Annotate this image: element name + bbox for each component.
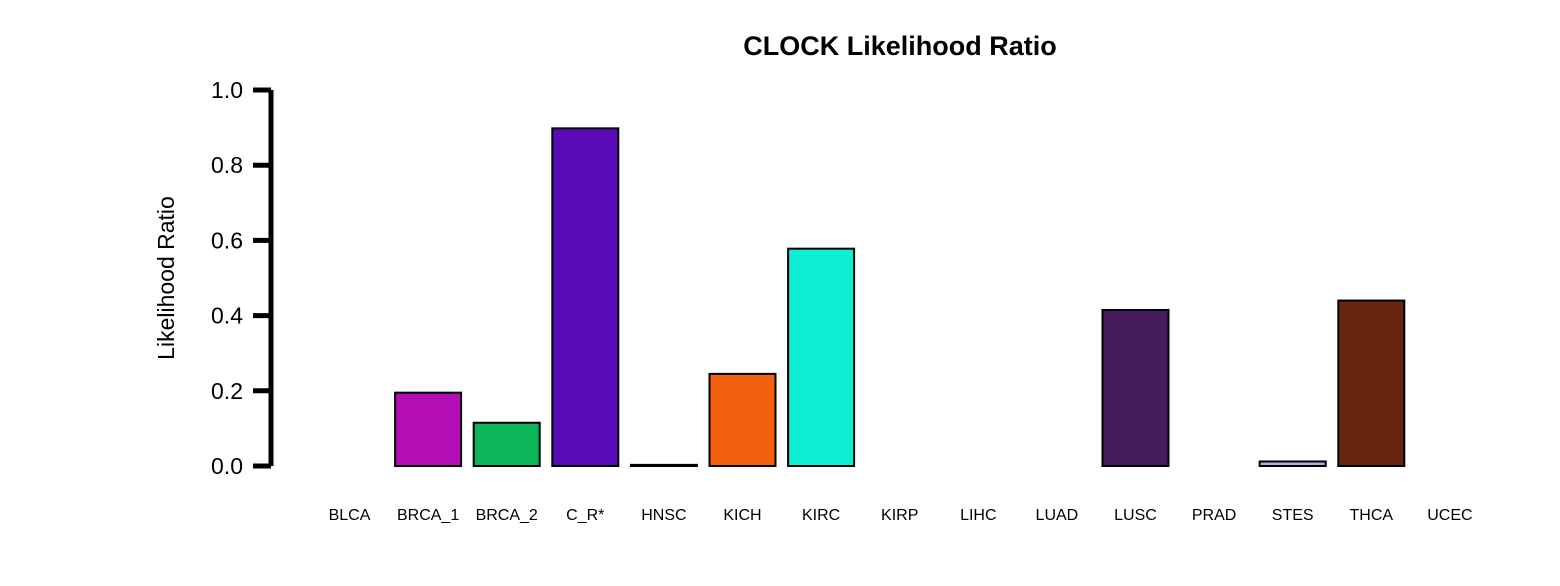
chart-title: CLOCK Likelihood Ratio	[743, 31, 1057, 61]
bar-thca	[1337, 299, 1406, 467]
x-tick-label: THCA	[1350, 507, 1394, 524]
bar-lusc	[1101, 308, 1170, 467]
x-tick-label: C_R*	[566, 507, 604, 524]
bar-c-r	[551, 127, 620, 468]
x-tick-label: BRCA_2	[476, 507, 538, 524]
x-tick-label: HNSC	[641, 507, 686, 524]
x-tick-label: KIRP	[881, 507, 918, 524]
x-tick-label: UCEC	[1427, 507, 1472, 524]
bar-hnsc	[629, 463, 698, 468]
y-axis: 0.0 0.2 0.4 0.6 0.8 1.0	[211, 77, 274, 479]
bars-group	[394, 127, 1406, 468]
category-labels: BLCA BRCA_1 BRCA_2 C_R* HNSC KICH KIRC KIRP LIHC…	[329, 507, 1473, 524]
x-tick-label: LUAD	[1036, 507, 1079, 524]
x-tick-label: LUSC	[1114, 507, 1157, 524]
y-tick-label: 0.6	[211, 227, 243, 253]
bar-brca-2	[472, 421, 541, 468]
bar-kirc	[787, 247, 856, 467]
y-tick-label: 0.2	[211, 378, 243, 404]
y-tick-label: 1.0	[211, 77, 243, 103]
bar-brca-1	[394, 391, 463, 467]
x-tick-label: KIRC	[802, 507, 840, 524]
bar-kich	[708, 372, 777, 468]
x-tick-label: KICH	[723, 507, 761, 524]
y-tick-label: 0.8	[211, 152, 243, 178]
x-tick-label: LIHC	[960, 507, 996, 524]
y-axis-label: Likelihood Ratio	[153, 196, 179, 360]
y-tick-label: 0.4	[211, 303, 243, 329]
x-tick-label: BRCA_1	[397, 507, 459, 524]
bar-stes	[1258, 460, 1327, 468]
x-tick-label: PRAD	[1192, 507, 1236, 524]
y-tick-label: 0.0	[211, 453, 243, 479]
x-tick-label: BLCA	[329, 507, 371, 524]
x-tick-label: STES	[1272, 507, 1314, 524]
